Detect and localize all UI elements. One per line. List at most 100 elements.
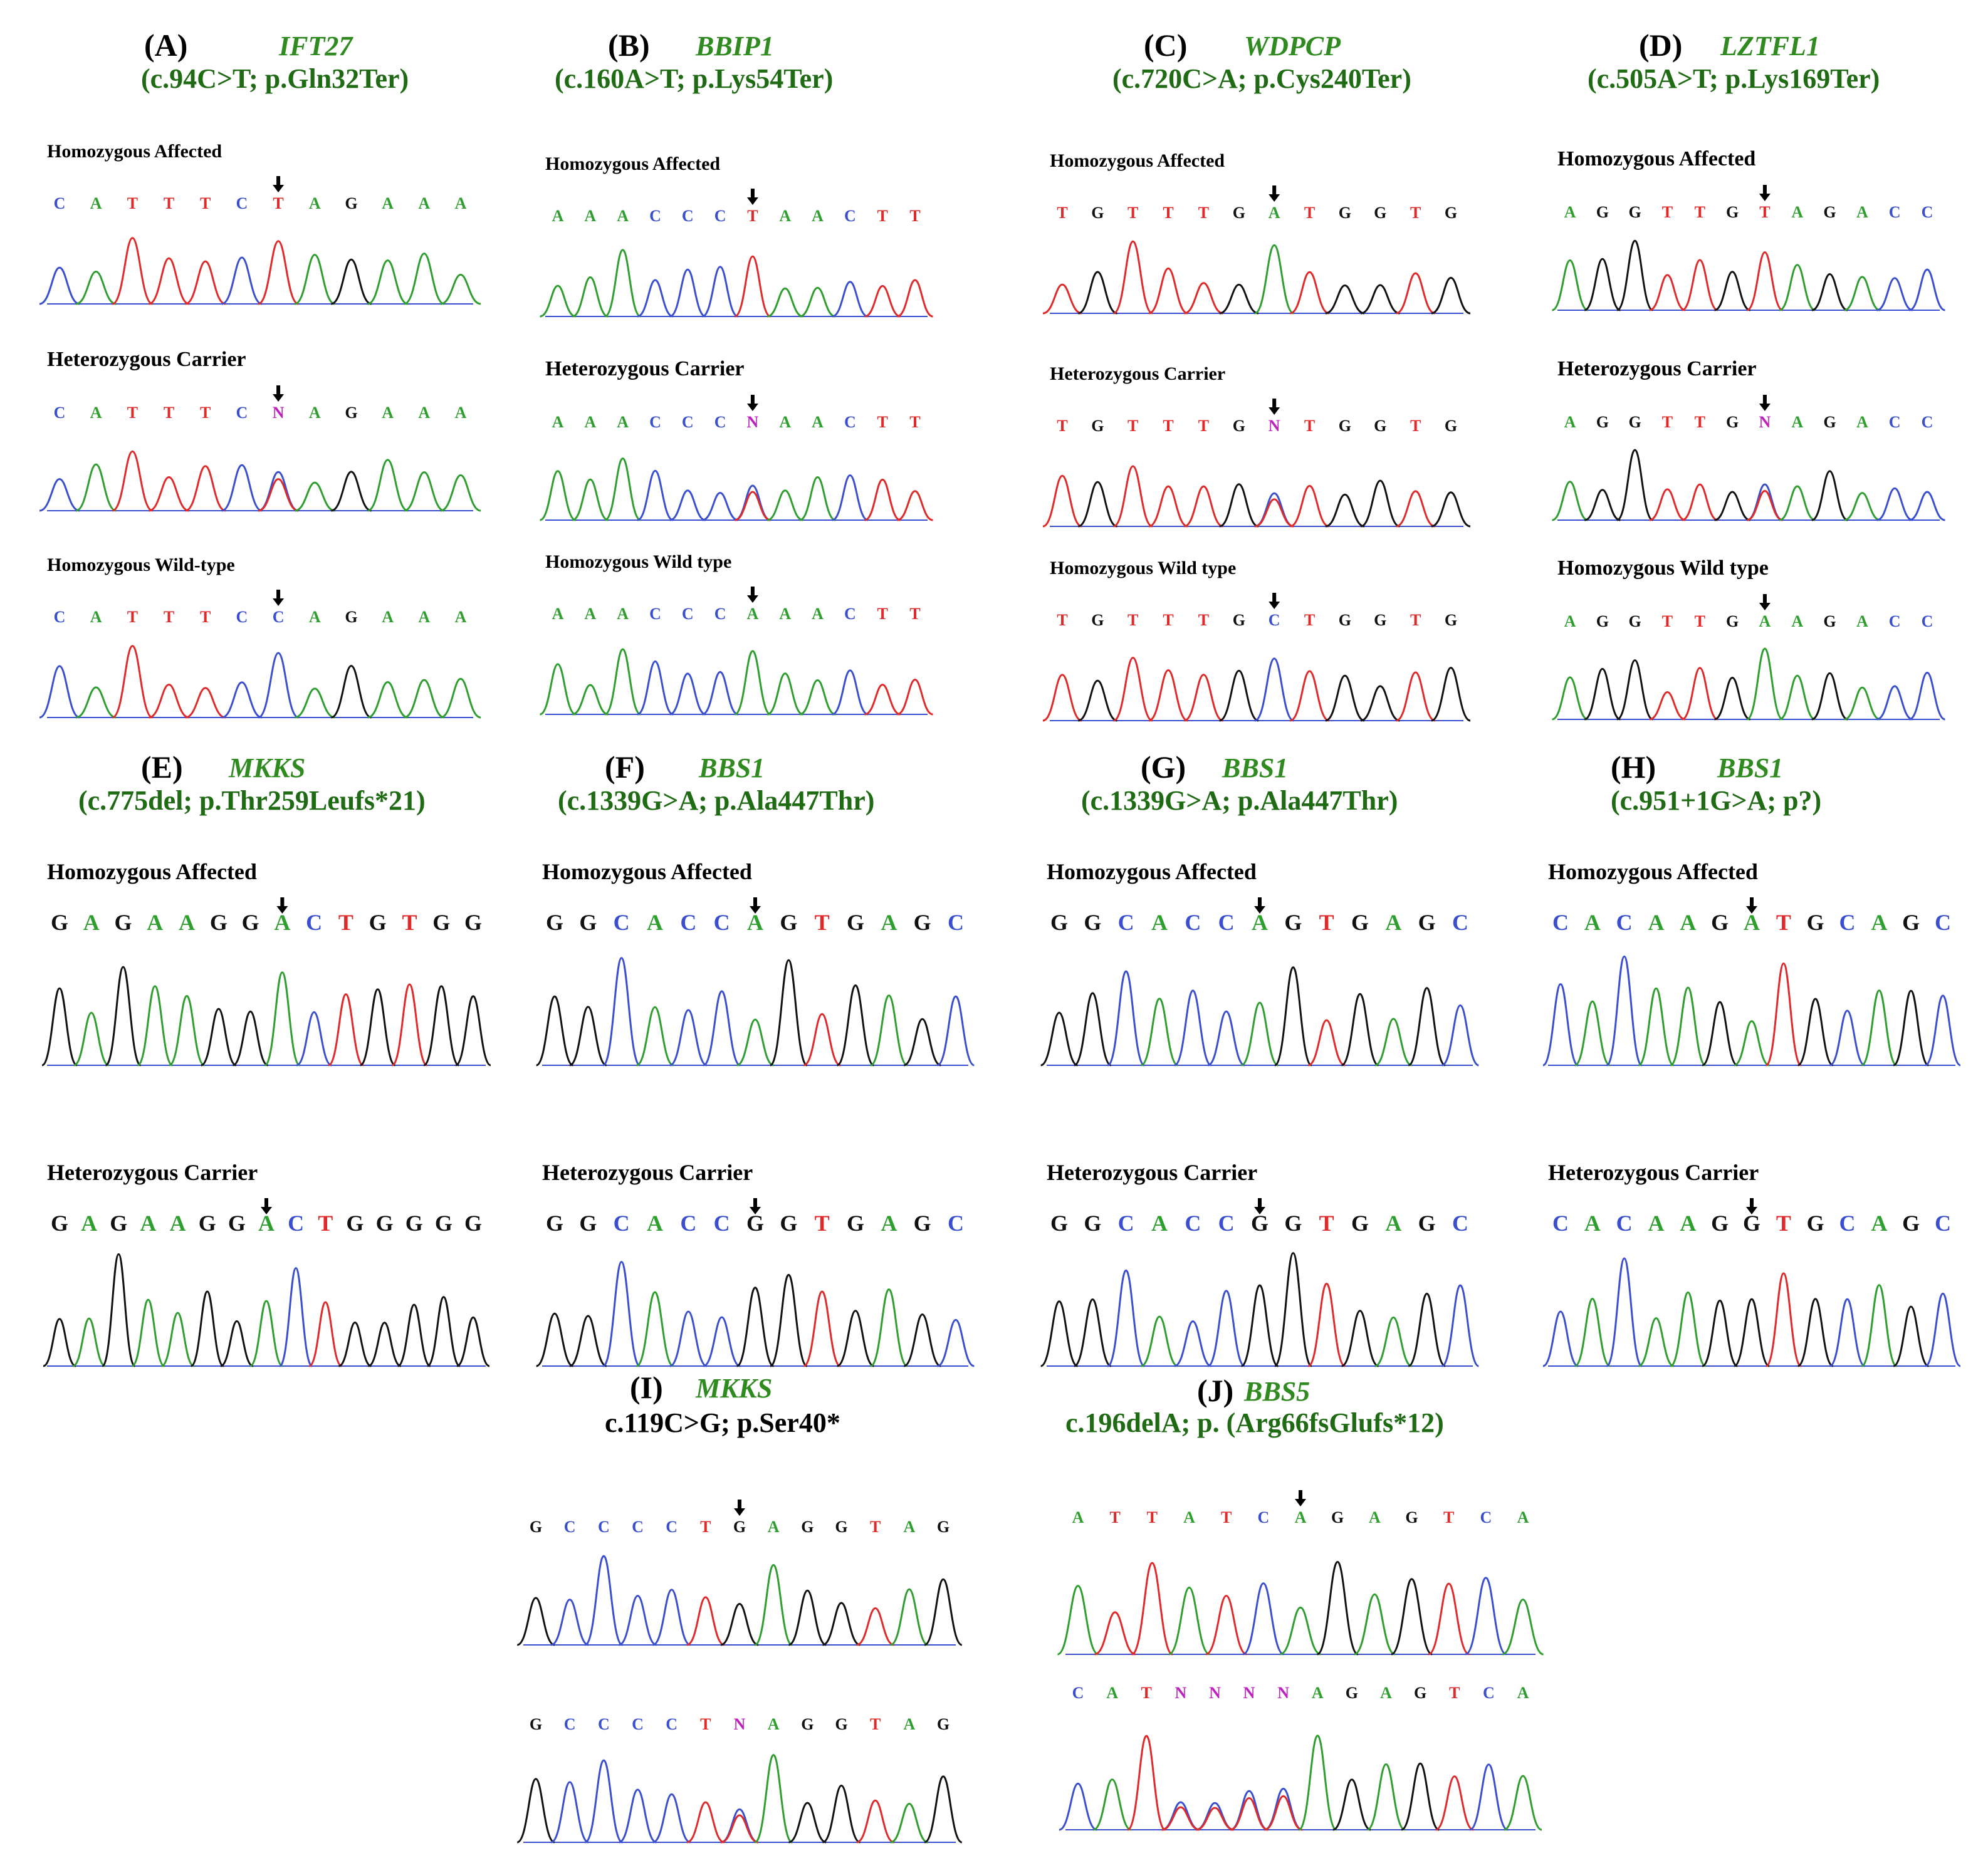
- peak-C: [1542, 983, 1579, 1067]
- peak-C: [258, 652, 299, 719]
- base-call: C: [564, 1715, 576, 1733]
- peak-T: [149, 684, 189, 719]
- peak-A: [1844, 492, 1881, 521]
- peak-G: [1431, 667, 1471, 722]
- base-call: A: [1648, 1211, 1665, 1236]
- base-call: C: [1616, 1211, 1633, 1236]
- peak-C: [221, 464, 263, 512]
- panel-letter: (C): [1144, 28, 1188, 63]
- peak-G: [455, 995, 491, 1067]
- gene-name: BBIP1: [696, 31, 774, 61]
- base-call: C: [1257, 1508, 1269, 1526]
- peak-G: [1040, 1011, 1078, 1067]
- base-call: G: [746, 1211, 764, 1236]
- base-call: C: [1452, 910, 1468, 935]
- base-call: G: [546, 910, 563, 935]
- peak-T: [1148, 669, 1188, 722]
- peak-T: [1396, 272, 1436, 315]
- peak-T: [1682, 259, 1719, 311]
- peak-T: [185, 465, 226, 512]
- peak-A: [539, 470, 577, 521]
- peak-G: [220, 1320, 254, 1367]
- peak-A: [1574, 1298, 1611, 1367]
- peak-C: [602, 957, 641, 1067]
- peak-G: [330, 471, 372, 512]
- peak-A: [870, 1288, 908, 1367]
- base-call: T: [909, 605, 920, 623]
- base-call: G: [1711, 910, 1729, 935]
- base-call: A: [768, 1518, 780, 1536]
- peak-A: [169, 994, 205, 1067]
- base-call: C: [649, 207, 661, 225]
- base-call: A: [1564, 203, 1576, 221]
- peak-C: [637, 660, 674, 716]
- peak-C: [221, 681, 263, 719]
- base-call: C: [680, 910, 696, 935]
- base-call: A: [1871, 1211, 1887, 1236]
- base-call: T: [1662, 203, 1673, 221]
- peak-A: [1502, 1599, 1544, 1656]
- base-call: A: [1151, 1211, 1168, 1236]
- base-call: T: [273, 194, 283, 212]
- base-call: C: [306, 910, 322, 935]
- base-call: G: [1233, 417, 1245, 435]
- base-call: A: [1106, 1684, 1118, 1702]
- base-call: C: [682, 605, 694, 623]
- peak-C: [1908, 268, 1946, 311]
- gene-name: LZTFL1: [1720, 31, 1820, 61]
- peak-G: [720, 1602, 759, 1646]
- peak-T: [1396, 671, 1436, 722]
- base-call: G: [780, 1211, 797, 1236]
- base-call: N: [1209, 1684, 1221, 1702]
- base-call: A: [1759, 612, 1771, 630]
- base-call: G: [546, 1211, 563, 1236]
- base-call: T: [1304, 204, 1315, 222]
- base-call: G: [1414, 1684, 1426, 1702]
- peak-T: [864, 684, 901, 716]
- base-call: G: [1418, 910, 1436, 935]
- peak-C: [703, 990, 741, 1067]
- gene-name: BBS5: [1244, 1376, 1311, 1407]
- base-call: A: [274, 910, 290, 935]
- peak-C: [936, 995, 975, 1067]
- base-call: G: [1339, 611, 1351, 629]
- variant-label: (c.505A>T; p.Lys169Ter): [1588, 63, 1880, 94]
- trace-2: Heterozygous Carrier A A A C C C N A A C T T: [539, 357, 933, 526]
- peak-T: [1113, 657, 1153, 722]
- base-call: A: [1295, 1508, 1307, 1526]
- base-call: G: [579, 1211, 597, 1236]
- base-call: G: [369, 910, 387, 935]
- peak-C: [832, 281, 869, 318]
- peak-N: [1161, 1806, 1200, 1831]
- peak-C: [1606, 955, 1643, 1067]
- peak-C: [1107, 970, 1145, 1067]
- peak-G: [770, 959, 808, 1067]
- base-call: G: [1374, 204, 1386, 222]
- peak-G: [770, 1273, 808, 1367]
- base-call: G: [1596, 413, 1609, 431]
- peak-T: [1290, 484, 1330, 528]
- trace-1: Homozygous Affected C A T T T C T A G A A A: [39, 141, 481, 310]
- peak-A: [1734, 1020, 1770, 1067]
- peak-G: [1616, 239, 1653, 311]
- peak-T: [686, 1801, 725, 1844]
- base-call: A: [455, 608, 467, 626]
- peak-A: [572, 684, 609, 716]
- base-call: A: [1744, 910, 1760, 935]
- peak-A: [1241, 1001, 1279, 1067]
- base-call: T: [700, 1715, 711, 1733]
- peak-C: [1908, 672, 1946, 721]
- base-call: C: [288, 1211, 304, 1236]
- variant-arrow-icon: [273, 176, 285, 192]
- peak-A: [754, 1563, 793, 1646]
- peak-A: [754, 1754, 793, 1844]
- base-call: A: [617, 207, 629, 225]
- peak-T: [856, 1607, 894, 1646]
- peak-N: [734, 484, 771, 521]
- peak-C: [701, 266, 739, 318]
- panel-letter: (H): [1611, 749, 1656, 785]
- peak-A: [799, 286, 836, 318]
